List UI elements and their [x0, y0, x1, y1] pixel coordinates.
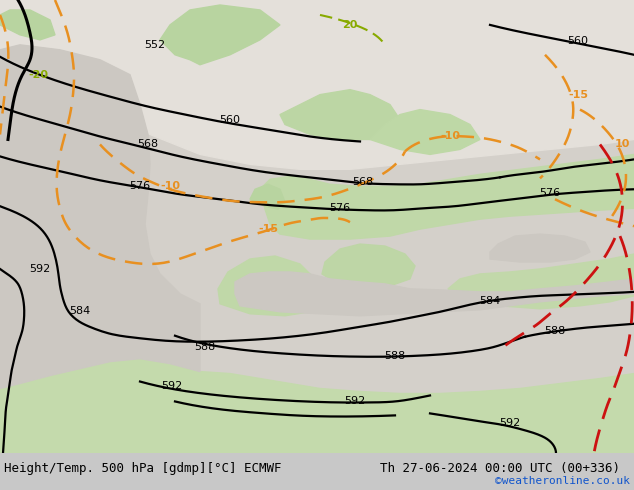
Polygon shape	[0, 10, 55, 40]
Text: 560: 560	[219, 115, 240, 124]
Text: 568: 568	[138, 140, 158, 149]
Text: 588: 588	[545, 326, 566, 336]
Text: 592: 592	[500, 418, 521, 428]
Polygon shape	[0, 0, 634, 170]
Polygon shape	[200, 371, 634, 453]
Polygon shape	[235, 272, 634, 316]
Text: 568: 568	[353, 177, 373, 187]
Text: 588: 588	[195, 342, 216, 352]
Polygon shape	[448, 254, 634, 309]
Text: 592: 592	[162, 381, 183, 391]
Polygon shape	[218, 256, 320, 316]
Polygon shape	[260, 154, 634, 239]
Text: Height/Temp. 500 hPa [gdmp][°C] ECMWF: Height/Temp. 500 hPa [gdmp][°C] ECMWF	[4, 462, 281, 475]
Text: 584: 584	[69, 306, 91, 316]
Polygon shape	[280, 90, 400, 140]
Polygon shape	[322, 244, 415, 286]
Text: 588: 588	[384, 351, 406, 361]
Text: -15: -15	[258, 224, 278, 234]
Text: 592: 592	[344, 396, 366, 406]
Text: Th 27-06-2024 00:00 UTC (00+336): Th 27-06-2024 00:00 UTC (00+336)	[380, 462, 620, 475]
Text: 20: 20	[342, 20, 358, 30]
Text: -20: -20	[28, 70, 48, 80]
Polygon shape	[490, 234, 590, 262]
Polygon shape	[160, 5, 280, 65]
Text: 552: 552	[145, 40, 165, 50]
Text: ©weatheronline.co.uk: ©weatheronline.co.uk	[495, 476, 630, 486]
Text: -15: -15	[568, 90, 588, 99]
Text: 560: 560	[567, 36, 588, 46]
Polygon shape	[0, 45, 200, 389]
Polygon shape	[250, 184, 285, 209]
Polygon shape	[0, 359, 200, 453]
Text: 592: 592	[29, 264, 51, 274]
Text: 10: 10	[614, 140, 630, 149]
Text: -10: -10	[160, 181, 180, 191]
Text: 576: 576	[129, 181, 150, 191]
Text: -10: -10	[440, 131, 460, 142]
Text: 576: 576	[330, 203, 351, 213]
Text: 576: 576	[540, 188, 560, 198]
Polygon shape	[370, 110, 480, 154]
Text: 584: 584	[479, 296, 501, 306]
